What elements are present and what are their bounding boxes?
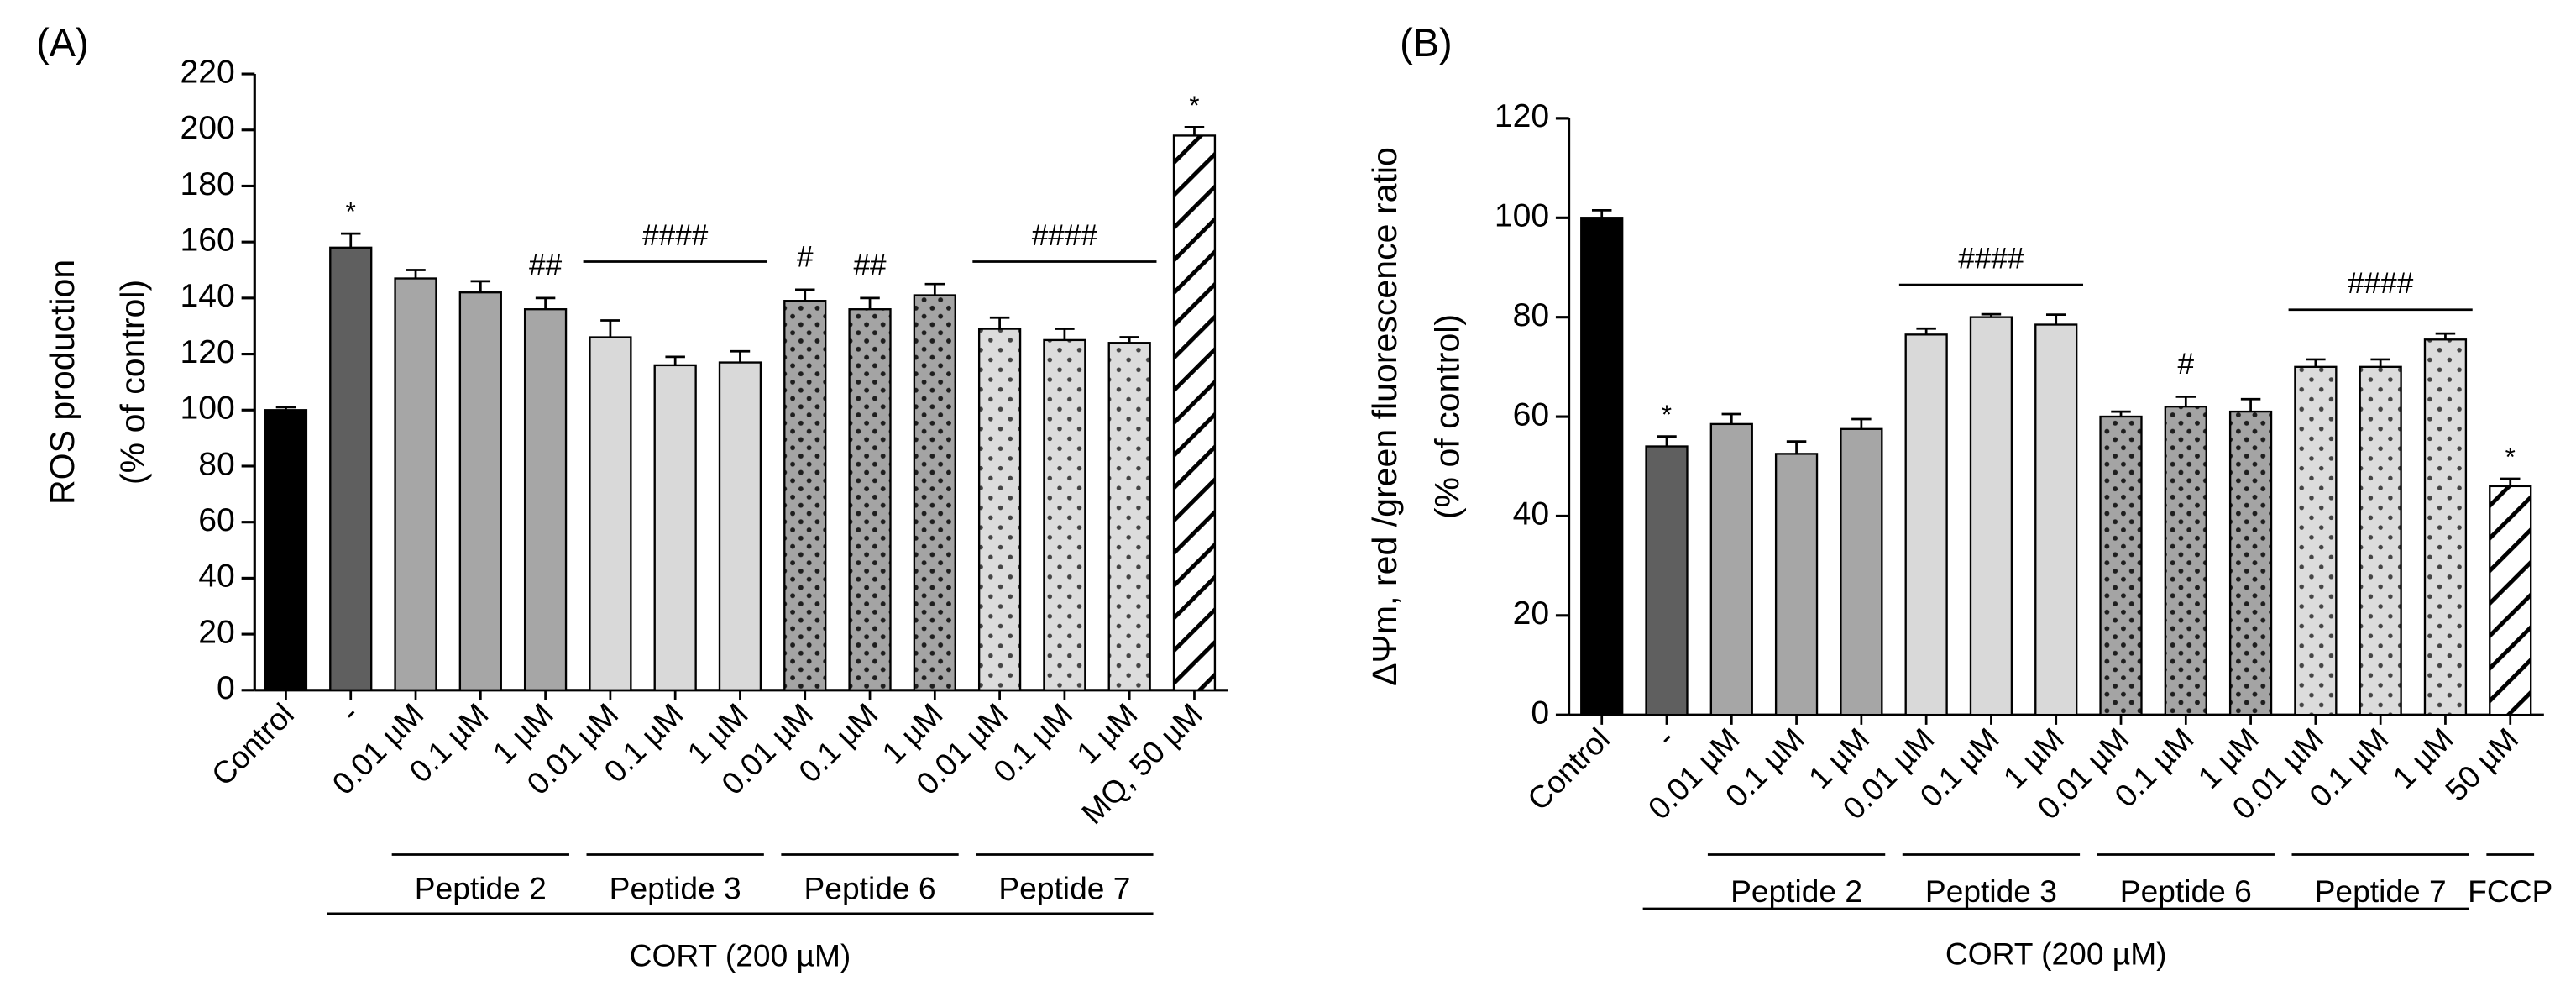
bar bbox=[653, 364, 697, 691]
significance-label: ## bbox=[529, 249, 563, 281]
y-tick-label: 140 bbox=[181, 278, 235, 314]
bar bbox=[458, 291, 502, 691]
y-tick-label: 80 bbox=[1513, 297, 1550, 333]
bar bbox=[1840, 427, 1883, 716]
y-tick-label: 20 bbox=[198, 614, 235, 650]
significance-bracket-label: #### bbox=[1032, 219, 1098, 252]
panel-label: (B) bbox=[1400, 20, 1453, 65]
y-tick-label: 40 bbox=[198, 559, 235, 595]
x-category-label: Control bbox=[1521, 721, 1616, 816]
bar bbox=[2423, 338, 2468, 716]
bar bbox=[1904, 333, 1948, 716]
bar bbox=[1107, 342, 1151, 691]
bar bbox=[394, 277, 437, 691]
significance-label: # bbox=[797, 240, 814, 273]
significance-label: * bbox=[1189, 91, 1199, 120]
y-axis-label-unit: (% of control) bbox=[1427, 314, 1466, 519]
group-label: Peptide 6 bbox=[804, 870, 936, 905]
panel-b-chart: (B) ΔΨm, red /green fluorescence ratio (% … bbox=[1365, 20, 2552, 971]
bar bbox=[2489, 485, 2532, 716]
bar bbox=[589, 336, 632, 691]
significance-bracket-label: #### bbox=[2348, 267, 2414, 300]
group-label: Peptide 3 bbox=[1925, 873, 2057, 909]
group-label: Peptide 3 bbox=[610, 870, 741, 905]
y-tick-label: 220 bbox=[181, 54, 235, 90]
bar bbox=[264, 409, 308, 691]
y-axis-label-unit: (% of control) bbox=[113, 280, 152, 485]
y-tick-label: 60 bbox=[198, 502, 235, 538]
significance-label: * bbox=[2505, 442, 2516, 471]
significance-bracket-label: #### bbox=[642, 219, 709, 252]
bar bbox=[329, 246, 373, 691]
significance-label: # bbox=[2178, 348, 2195, 380]
y-tick-label: 40 bbox=[1513, 496, 1550, 532]
significance-label: ## bbox=[853, 249, 887, 281]
bar bbox=[1969, 316, 2013, 716]
group-label: Peptide 7 bbox=[998, 870, 1130, 905]
x-category-label: - bbox=[333, 696, 365, 728]
bar bbox=[2164, 405, 2207, 716]
y-tick-label: 60 bbox=[1513, 396, 1550, 433]
group-label: Peptide 2 bbox=[1730, 873, 1862, 909]
y-axis-label: ΔΨm, red /green fluorescence ratio bbox=[1365, 147, 1404, 686]
bar bbox=[1645, 445, 1689, 716]
bar bbox=[1709, 422, 1753, 716]
bar bbox=[977, 328, 1022, 691]
y-tick-label: 120 bbox=[181, 334, 235, 370]
group-label: Peptide 2 bbox=[415, 870, 547, 905]
x-category-label: - bbox=[1649, 721, 1681, 753]
bar bbox=[718, 361, 762, 691]
y-tick-label: 80 bbox=[198, 446, 235, 482]
bar bbox=[2099, 415, 2143, 716]
y-tick-label: 20 bbox=[1513, 595, 1550, 632]
significance-label: * bbox=[346, 197, 356, 227]
bar bbox=[523, 308, 568, 691]
bar bbox=[913, 294, 956, 691]
bar bbox=[2034, 323, 2078, 716]
group-label: FCCP bbox=[2468, 873, 2552, 909]
bar bbox=[1172, 134, 1217, 691]
panel-label: (A) bbox=[36, 20, 89, 65]
panel-a-chart: (A) ROS production (% of control) 0 20 40 60 80… bbox=[36, 20, 1228, 973]
bar bbox=[1774, 453, 1819, 716]
treatment-label: CORT (200 µM) bbox=[630, 938, 851, 973]
x-category-label: Control bbox=[204, 696, 300, 792]
significance-bracket-label: #### bbox=[1958, 243, 2024, 275]
bar bbox=[1580, 217, 1624, 716]
y-tick-label: 100 bbox=[181, 391, 235, 427]
bar bbox=[2228, 410, 2273, 716]
group-label: Peptide 7 bbox=[2315, 873, 2447, 909]
significance-label: * bbox=[1662, 400, 1672, 429]
bar bbox=[783, 300, 827, 691]
y-tick-label: 100 bbox=[1495, 198, 1549, 234]
group-label: Peptide 6 bbox=[2120, 873, 2252, 909]
bar bbox=[1043, 338, 1086, 691]
y-tick-label: 0 bbox=[1531, 695, 1549, 731]
bar bbox=[2359, 365, 2402, 716]
y-tick-label: 160 bbox=[181, 223, 235, 259]
y-tick-label: 0 bbox=[217, 670, 235, 706]
y-tick-label: 200 bbox=[181, 110, 235, 146]
y-tick-label: 180 bbox=[181, 166, 235, 202]
y-tick-label: 120 bbox=[1495, 98, 1549, 134]
bar bbox=[848, 308, 892, 691]
y-axis-label: ROS production bbox=[43, 260, 81, 505]
bar bbox=[2294, 365, 2338, 716]
x-category-label: 50 µM bbox=[2438, 721, 2525, 807]
treatment-label: CORT (200 µM) bbox=[1945, 936, 2167, 972]
